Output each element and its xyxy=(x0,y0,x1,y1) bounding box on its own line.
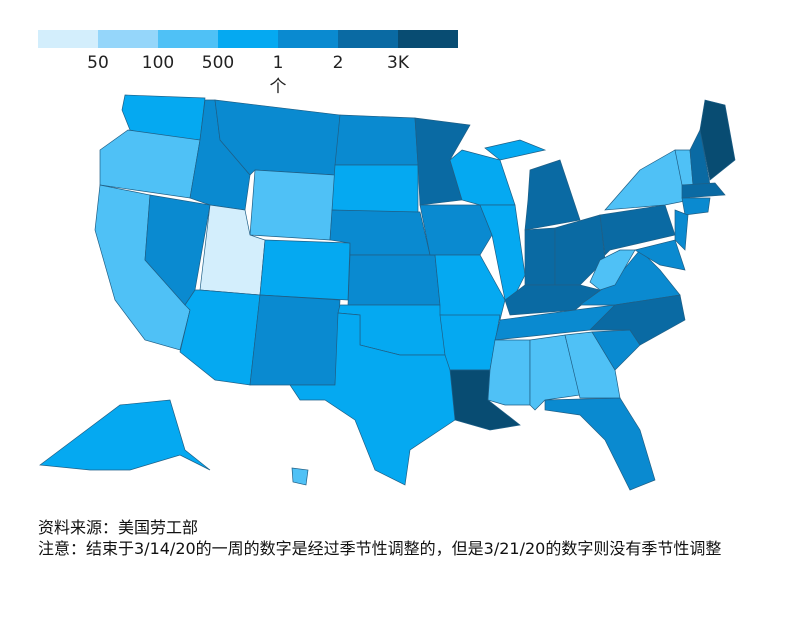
legend-swatch xyxy=(278,30,338,48)
region xyxy=(487,339,531,406)
region xyxy=(249,294,341,386)
region xyxy=(699,99,736,181)
region xyxy=(439,314,501,371)
region xyxy=(347,254,441,306)
legend-label: 500 xyxy=(202,53,234,73)
legend-swatch xyxy=(218,30,278,48)
region xyxy=(564,331,621,399)
region xyxy=(524,159,581,231)
note: 注意：结束于3/14/20的一周的数字是经过季节性调整的，但是3/21/20的数… xyxy=(38,539,722,558)
region xyxy=(681,182,726,199)
legend-label: 100 xyxy=(142,53,174,73)
region xyxy=(589,249,636,291)
region xyxy=(681,197,711,216)
region xyxy=(334,114,419,166)
legend-label: 3K xyxy=(387,53,410,73)
legend-swatch xyxy=(98,30,158,48)
legend-label: 2 xyxy=(333,53,344,73)
region xyxy=(249,169,336,241)
legend-label: 1 xyxy=(273,53,284,73)
region xyxy=(589,294,686,346)
source: 资料来源：美国劳工部 xyxy=(38,518,199,537)
region xyxy=(599,204,676,256)
region xyxy=(674,209,689,251)
region xyxy=(524,227,556,286)
legend-swatch xyxy=(338,30,398,48)
legend-swatch xyxy=(398,30,458,48)
region xyxy=(289,312,456,486)
notes: 资料来源：美国劳工部 注意：结束于3/14/20的一周的数字是经过季节性调整的，… xyxy=(38,517,788,559)
region xyxy=(291,467,309,486)
region xyxy=(484,139,547,161)
region xyxy=(554,214,606,286)
region xyxy=(544,397,656,491)
legend-unit: 个 xyxy=(270,77,287,97)
region xyxy=(259,239,351,301)
legend-swatch xyxy=(158,30,218,48)
region xyxy=(39,399,211,471)
region xyxy=(430,254,506,321)
region xyxy=(179,289,261,386)
region xyxy=(419,204,493,256)
legend-swatch xyxy=(38,30,98,48)
region xyxy=(634,239,686,271)
region xyxy=(331,164,419,216)
map: 50 100 500 1 2 3K 个 xyxy=(38,30,736,491)
legend-label: 50 xyxy=(87,53,109,73)
